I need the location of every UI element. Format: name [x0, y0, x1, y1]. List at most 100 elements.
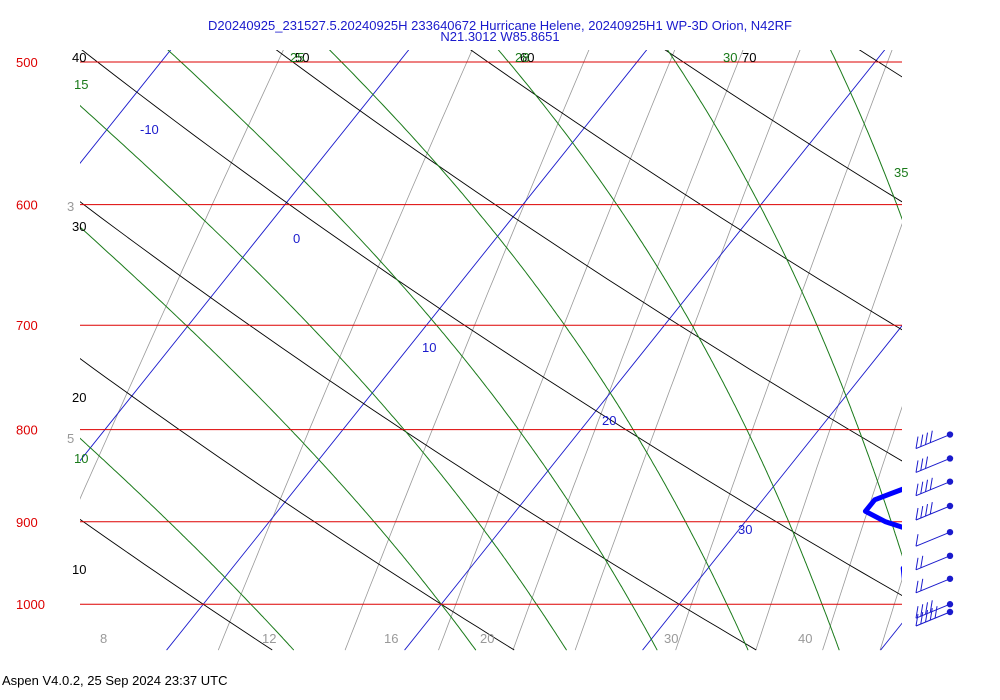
dry-adiabat-label: 40 [72, 50, 86, 65]
dry-adiabat-line [275, 50, 902, 462]
moist-adiabat-line [960, 0, 1000, 650]
footer-version-timestamp: Aspen V4.0.2, 25 Sep 2024 23:37 UTC [2, 673, 228, 688]
isobar-label-500: 500 [16, 55, 38, 70]
wind-barb-feather [920, 434, 924, 447]
wind-barb-feather [925, 456, 929, 469]
moist-adiabat-label: 10 [74, 451, 88, 466]
wind-barb-feather [915, 483, 919, 496]
mixing-ratio-line [438, 50, 676, 651]
dry-adiabat-lines [80, 0, 1000, 651]
chart-title-line2: N21.3012 W85.8651 [440, 29, 560, 44]
moist-adiabat-line [80, 104, 567, 651]
wind-barb-feather [929, 430, 933, 443]
wind-barb-station-dot [946, 455, 954, 462]
wind-barb-feather [929, 608, 933, 621]
mixing-ratio-line [80, 50, 284, 500]
mixing-ratio-line [755, 223, 902, 651]
moist-adiabat-line [666, 50, 902, 557]
mixing-ratio-line [574, 50, 801, 651]
wind-barb-feather [915, 436, 919, 449]
wind-barb-feather [915, 557, 919, 570]
wind-barb [915, 606, 954, 627]
wind-barb-feather [925, 503, 929, 517]
wind-barb-feather [920, 481, 924, 494]
wind-barb [915, 502, 954, 521]
isotherm-label: 10 [422, 340, 436, 355]
dry-adiabat-line [80, 358, 515, 651]
moist-adiabat-label: 30 [723, 50, 737, 65]
isobar-lines [80, 61, 902, 605]
mixing-ratio-line [218, 50, 473, 651]
wind-barb-feather [925, 602, 929, 615]
mixing-ratio-label: 3 [67, 199, 74, 214]
isotherm-lines [80, 50, 902, 651]
wind-barb-staff [915, 578, 951, 594]
wind-barb-feather [920, 458, 924, 471]
isotherm-line [404, 50, 886, 651]
moist-adiabat-line [167, 50, 658, 651]
isobar-label-600: 600 [16, 198, 38, 213]
dry-adiabat-label: 30 [72, 219, 86, 234]
dry-adiabat-label: 20 [72, 390, 86, 405]
wind-barb-feather [915, 534, 919, 547]
wind-barb-feather [915, 613, 919, 627]
dry-adiabat-line [941, 0, 1000, 650]
moist-adiabat-label: 15 [74, 77, 88, 92]
moist-adiabat-lines [80, 0, 1000, 651]
mixing-ratio-label: 5 [67, 431, 74, 446]
wind-barb-feather [915, 507, 919, 521]
mixing-ratio-label: 16 [384, 631, 398, 646]
wind-barb [915, 430, 954, 449]
wind-barb [915, 477, 954, 497]
isotherm-label: 30 [738, 522, 752, 537]
wind-barb-feather [920, 555, 924, 568]
dry-adiabat-line [80, 201, 757, 651]
dry-adiabat-line [80, 518, 273, 651]
wind-barb-feather [915, 606, 919, 619]
wind-barb-staff [915, 611, 951, 627]
wind-barb-feather [929, 477, 933, 490]
isotherm-line [80, 50, 172, 164]
theta-label-top: 60 [520, 50, 534, 65]
mixing-ratio-line [931, 0, 1000, 650]
wind-barb-feather [929, 502, 933, 515]
mixing-ratio-label: 30 [664, 631, 678, 646]
wind-barb [915, 528, 954, 547]
wind-barb [915, 552, 954, 571]
theta-label-top: 50 [295, 50, 309, 65]
wind-barb-staff [915, 531, 951, 547]
wind-barb-feather [920, 604, 924, 617]
wind-barb-feather [929, 600, 933, 613]
dry-adiabat-line [470, 50, 902, 331]
wind-barb [915, 455, 954, 473]
wind-barb-feather [925, 609, 929, 623]
wind-barb-feather [920, 505, 924, 519]
chart-labels: 500 600 700 800 900 1000 -10 0 10 20 30 40 30 20 10 50 6… [16, 50, 908, 646]
mixing-ratio-label: 8 [100, 631, 107, 646]
wind-barbs [915, 430, 954, 627]
wind-barb-staff [915, 505, 951, 521]
wind-barb [915, 600, 954, 619]
moist-adiabat-line [80, 226, 477, 651]
isotherm-line [166, 50, 648, 651]
moist-adiabat-label: 35 [894, 165, 908, 180]
isobar-label-900: 900 [16, 515, 38, 530]
mixing-ratio-label: 12 [262, 631, 276, 646]
mixing-ratio-line [344, 50, 590, 651]
wind-barb-staff [915, 555, 951, 571]
mixing-ratio-label: 40 [798, 631, 812, 646]
theta-label-top: 70 [742, 50, 756, 65]
isobar-label-800: 800 [16, 423, 38, 438]
isotherm-line [642, 325, 902, 651]
sounding-profiles [862, 486, 902, 580]
isotherm-label: -10 [140, 122, 159, 137]
mixing-ratio-lines [80, 0, 1000, 651]
isotherm-label: 0 [293, 231, 300, 246]
isotherm-label: 20 [602, 413, 616, 428]
moist-adiabat-line [80, 437, 294, 651]
wind-barb-feather [920, 578, 924, 591]
mixing-ratio-line [822, 405, 902, 651]
wind-barb [915, 575, 954, 594]
mixing-ratio-label: 20 [480, 631, 494, 646]
